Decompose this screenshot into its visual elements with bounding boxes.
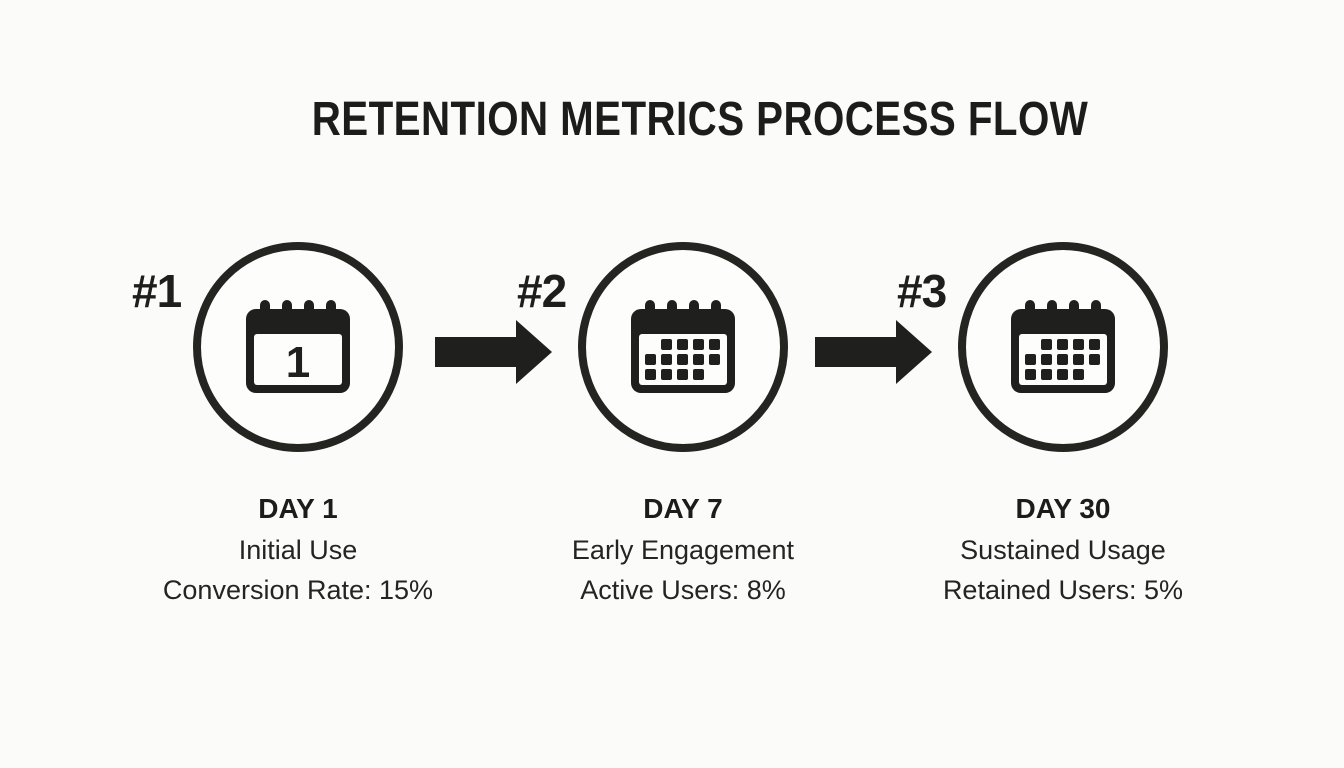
- flow-arrow-icon: [435, 320, 552, 384]
- calendar-date-squares: [1025, 339, 1100, 380]
- step-metric-value: Active Users: 8%: [580, 575, 786, 605]
- step-number-badge: #1: [132, 265, 182, 317]
- step-metric-value: Conversion Rate: 15%: [162, 575, 434, 605]
- step-circle: [958, 242, 1168, 452]
- step-day-label: DAY 30: [1015, 493, 1111, 524]
- step-circle: 1: [193, 242, 403, 452]
- step-caption: DAY 30 Sustained Usage Retained Users: 5…: [893, 488, 1233, 610]
- step-stage-label: Sustained Usage: [960, 535, 1166, 565]
- calendar-grid-icon: [1011, 300, 1115, 393]
- calendar-day-1-icon: 1: [246, 300, 350, 393]
- calendar-date-squares: [645, 339, 720, 380]
- step-number-badge: #2: [517, 265, 567, 317]
- step-day-7: #2 DAY 7 Early Engagement Active Users: …: [513, 242, 853, 642]
- calendar-day-number: 1: [286, 338, 310, 387]
- step-day-1: #1 1 DAY 1 Initial Use Conversion Rate: …: [128, 242, 468, 642]
- step-day-30: #3 DAY 30 Sustained Usage Retained Users…: [893, 242, 1233, 642]
- step-metric-value: Retained Users: 5%: [942, 575, 1184, 605]
- step-stage-label: Initial Use: [238, 535, 358, 565]
- calendar-grid-icon: [631, 300, 735, 393]
- step-stage-label: Early Engagement: [571, 535, 795, 565]
- step-caption: DAY 1 Initial Use Conversion Rate: 15%: [128, 488, 468, 610]
- step-day-label: DAY 1: [258, 493, 338, 524]
- flow-arrow-icon: [815, 320, 932, 384]
- step-caption: DAY 7 Early Engagement Active Users: 8%: [513, 488, 853, 610]
- step-number-badge: #3: [897, 265, 947, 317]
- step-circle: [578, 242, 788, 452]
- step-day-label: DAY 7: [643, 493, 723, 524]
- page-title: RETENTION METRICS PROCESS FLOW: [311, 93, 1089, 146]
